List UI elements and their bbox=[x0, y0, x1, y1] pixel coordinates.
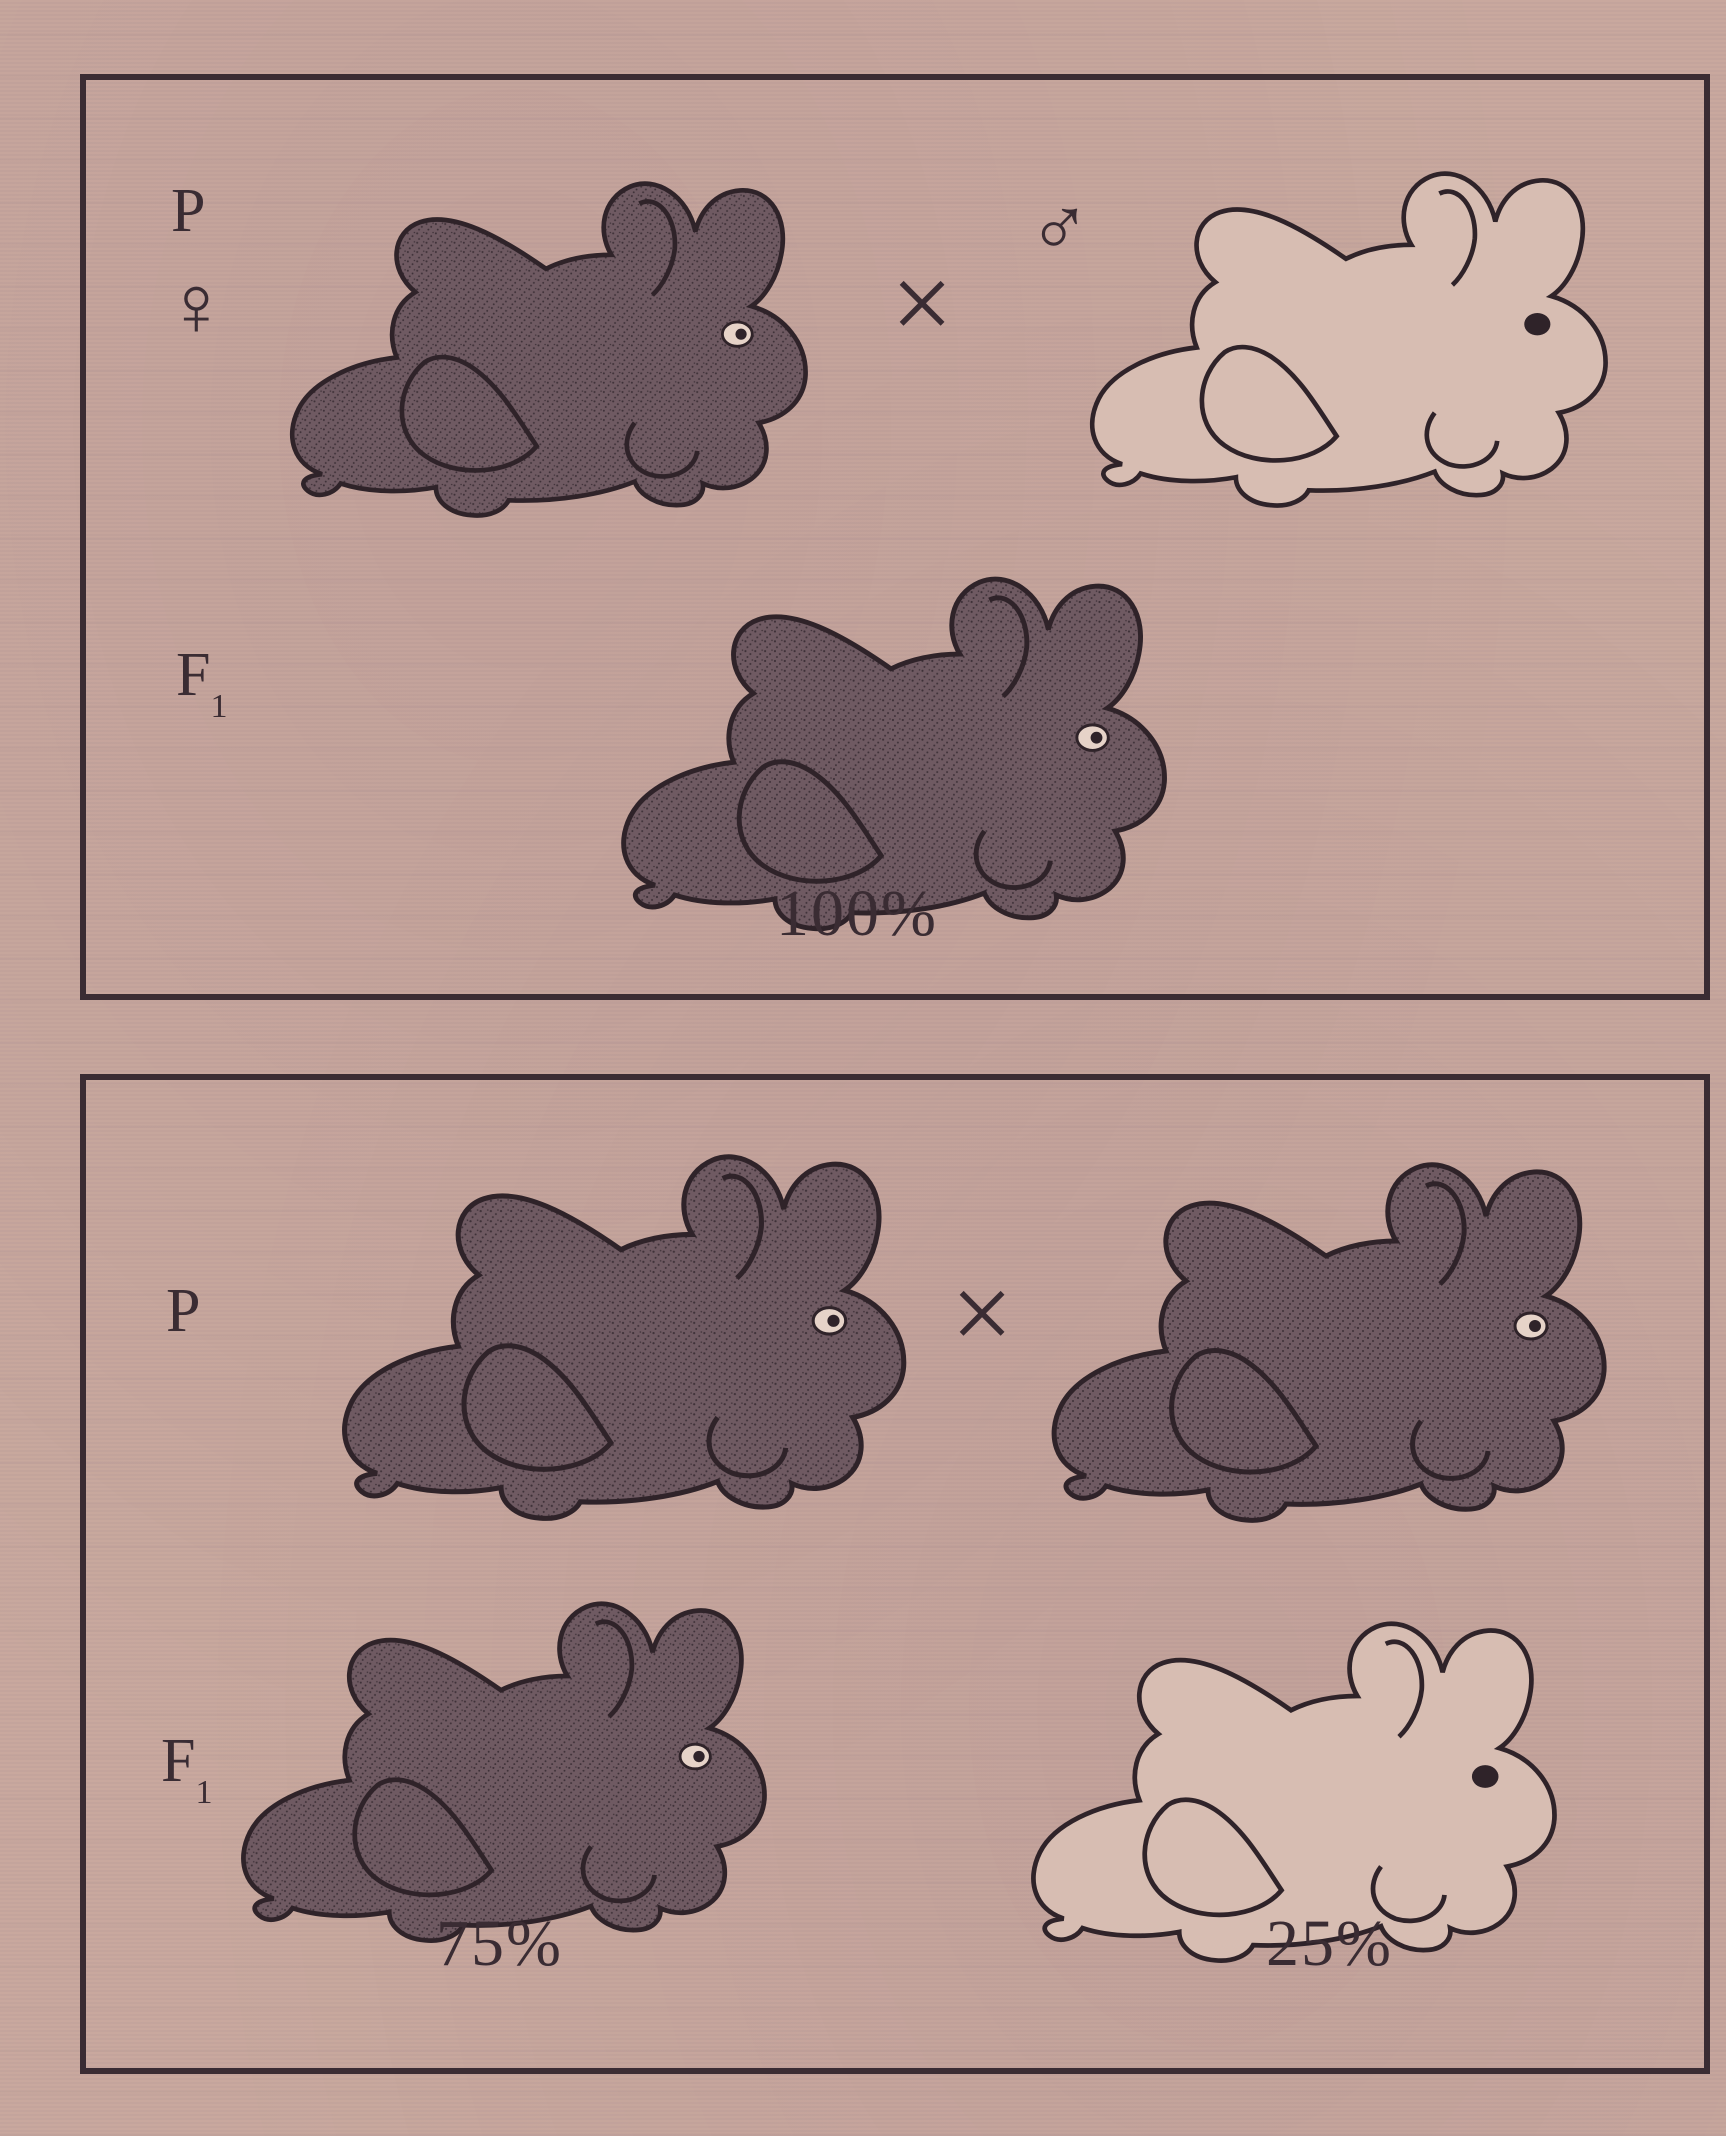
generation-label-P2: P bbox=[166, 1276, 200, 1347]
F1-prefix-2: F bbox=[161, 1727, 195, 1795]
generation-label-F1: F1 bbox=[176, 640, 228, 717]
rabbit-dark-parent-2 bbox=[1026, 1146, 1626, 1526]
rabbit-dark-parent-1 bbox=[316, 1136, 926, 1526]
generation-label-F1-2: F1 bbox=[161, 1726, 213, 1803]
F1-sub-2: 1 bbox=[195, 1774, 212, 1811]
panel-cross-1: P ♀ × ♂ F1 100% bbox=[80, 74, 1710, 1000]
F1-sub: 1 bbox=[210, 688, 227, 725]
percent-25: 25% bbox=[1266, 1906, 1393, 1982]
percent-75: 75% bbox=[436, 1906, 563, 1982]
percent-100: 100% bbox=[776, 876, 938, 952]
female-symbol: ♀ bbox=[164, 256, 229, 356]
F1-prefix: F bbox=[176, 641, 210, 709]
panel-cross-2: P × F1 75% 25% bbox=[80, 1074, 1710, 2074]
generation-label-P: P bbox=[171, 176, 205, 247]
cross-symbol-2: × bbox=[951, 1250, 1013, 1377]
cross-symbol: × bbox=[891, 240, 953, 367]
rabbit-white-parent-male bbox=[1066, 156, 1626, 511]
rabbit-dark-parent-female bbox=[266, 166, 826, 521]
rabbit-dark-offspring-2 bbox=[216, 1586, 786, 1946]
